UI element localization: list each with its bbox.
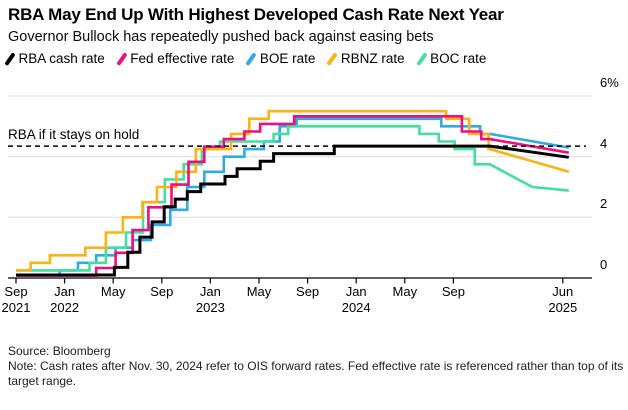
x-tick-label: Sep: [296, 284, 320, 299]
line-swatch-icon: [245, 51, 257, 66]
legend-item-rbnz: RBNZ rate: [326, 51, 405, 66]
note-line: Note: Cash rates after Nov. 30, 2024 ref…: [8, 359, 624, 388]
page-title: RBA May End Up With Highest Developed Ca…: [8, 5, 504, 24]
legend-item-rba: RBA cash rate: [4, 51, 105, 66]
legend-label: RBNZ rate: [340, 51, 405, 66]
x-tick-label: Jan 2023: [195, 284, 225, 315]
x-tick-label: Sep: [150, 284, 174, 299]
legend-item-boc: BOC rate: [415, 51, 487, 66]
series-line-rba-cash-rate: [16, 144, 570, 277]
x-tick-label: May: [392, 284, 418, 299]
legend-label: BOC rate: [430, 51, 487, 66]
x-tick-label: May: [100, 284, 126, 299]
legend-label: BOE rate: [259, 51, 316, 66]
x-tick-label: Sep: [441, 284, 465, 299]
series-line-boc-rate: [16, 125, 569, 272]
legend-item-boe: BOE rate: [245, 51, 316, 66]
x-tick-label: Sep 2021: [1, 284, 31, 315]
x-tick-label: Jun 2025: [548, 284, 578, 315]
y-tick-label: 0: [600, 257, 608, 272]
source-line: Source: Bloomberg: [8, 344, 111, 358]
legend-label: RBA cash rate: [18, 51, 105, 66]
legend-label: Fed effective rate: [130, 51, 235, 66]
line-swatch-icon: [415, 51, 427, 66]
chart-subtitle: Governor Bullock has repeatedly pushed b…: [8, 29, 434, 45]
hold-line-annotation: RBA if it stays on hold: [8, 127, 140, 142]
legend: RBA cash rate Fed effective rate BOE rat…: [4, 51, 487, 66]
legend-item-fed: Fed effective rate: [116, 51, 235, 66]
chart-footer: Source: Bloomberg Note: Cash rates after…: [8, 344, 626, 389]
x-tick-label: May: [246, 284, 272, 299]
x-tick-label: Jan 2024: [341, 284, 371, 315]
line-swatch-icon: [326, 51, 338, 66]
x-tick-label: Jan 2022: [50, 284, 80, 315]
y-tick-label: 6%: [600, 75, 619, 90]
series-line-boe-rate: [16, 117, 570, 277]
line-swatch-icon: [116, 51, 127, 66]
y-tick-label: 2: [600, 196, 608, 212]
y-tick-label: 4: [600, 135, 608, 151]
